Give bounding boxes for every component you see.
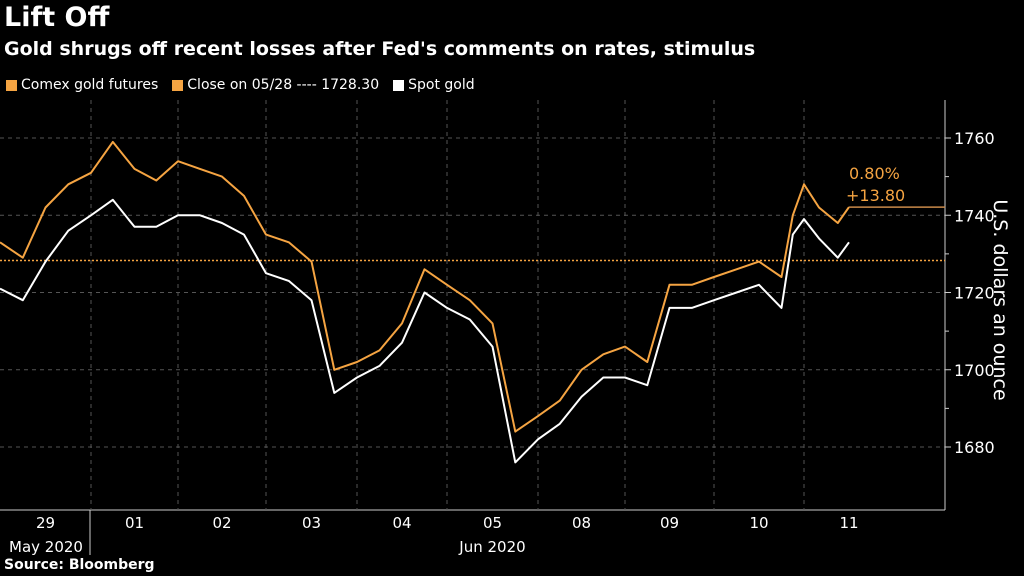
y-tick-label: 1700 — [954, 361, 995, 380]
x-tick-label: 08 — [572, 514, 591, 532]
y-tick-label: 1740 — [954, 206, 995, 225]
legend-label: Spot gold — [408, 77, 475, 93]
x-tick-label: 03 — [302, 514, 321, 532]
legend-label: Comex gold futures — [21, 77, 159, 93]
series-line-futures — [0, 140, 850, 433]
y-tick-label: 1760 — [954, 129, 995, 148]
legend-item-futures: Comex gold futures — [6, 77, 158, 93]
legend: Comex gold futures Close on 05/28 ---- 1… — [6, 77, 475, 93]
x-tick-label: 05 — [483, 514, 502, 532]
x-tick-label: 04 — [392, 514, 411, 532]
chart-subtitle: Gold shrugs off recent losses after Fed'… — [4, 38, 756, 60]
series-line-spot — [0, 198, 850, 464]
legend-swatch — [172, 79, 184, 91]
y-tick-label: 1680 — [954, 438, 995, 457]
x-tick-label: 10 — [749, 514, 768, 532]
x-period-label: May 2020 — [9, 538, 83, 556]
source-note: Source: Bloomberg — [4, 557, 155, 573]
x-tick-label: 11 — [839, 514, 858, 532]
x-period-label: Jun 2020 — [458, 538, 525, 556]
legend-label: Close on 05/28 ---- 1728.30 — [187, 77, 380, 93]
y-tick-label: 1720 — [954, 284, 995, 303]
x-tick-label: 09 — [660, 514, 679, 532]
annotation-change: +13.80 — [846, 186, 905, 205]
legend-swatch — [6, 79, 17, 91]
annotation-pct: 0.80% — [849, 164, 900, 183]
legend-item-close: Close on 05/28 ---- 1728.30 — [172, 77, 379, 93]
legend-swatch — [393, 79, 405, 91]
chart-title: Lift Off — [4, 2, 110, 33]
x-tick-label: 02 — [212, 514, 231, 532]
legend-item-spot: Spot gold — [393, 77, 475, 93]
y-axis-label: U.S. dollars an ounce — [989, 199, 1011, 401]
x-tick-label: 01 — [125, 514, 144, 532]
x-tick-label: 29 — [36, 514, 55, 532]
